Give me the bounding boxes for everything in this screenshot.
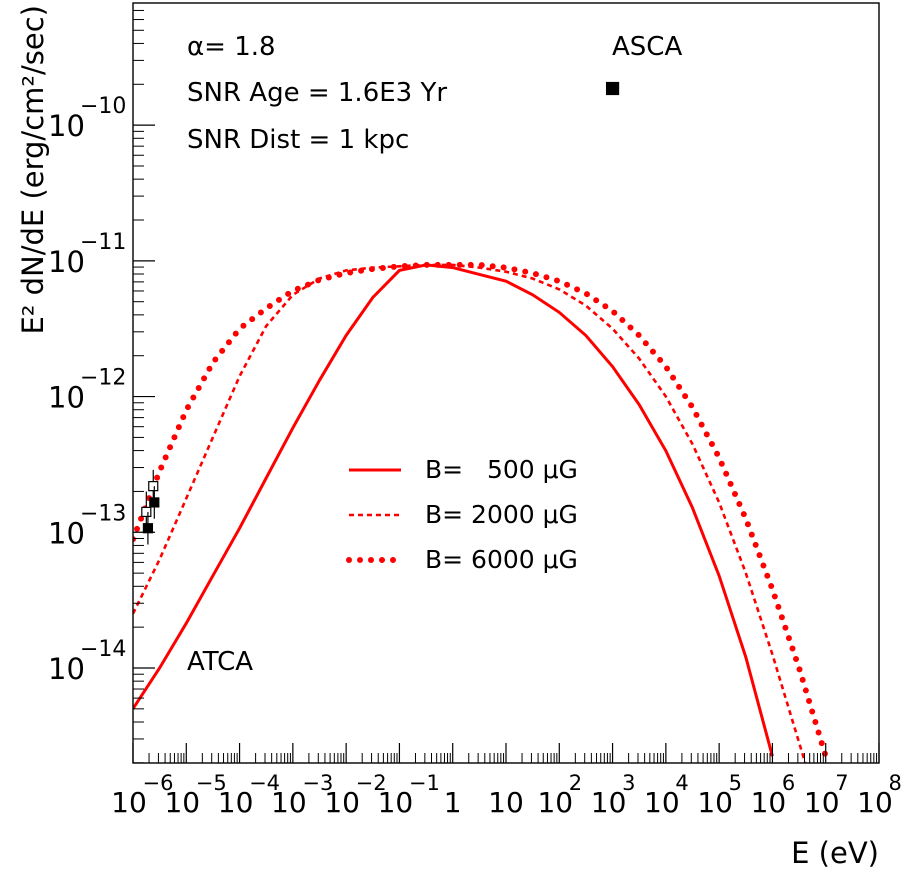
x-tick-label: 10 <box>591 786 627 819</box>
x-tick-label: 10 <box>164 786 200 819</box>
annotation-snr-age: SNR Age = 1.6E3 Yr <box>187 78 447 108</box>
x-tick-label: 10 <box>644 786 680 819</box>
x-tick-label: 10 <box>804 786 840 819</box>
x-tick-exponent: −1 <box>409 771 440 795</box>
y-tick-label: 10 <box>48 516 85 550</box>
annotation-alpha: α= 1.8 <box>187 32 276 62</box>
legend-label-2000: B= 2000 μG <box>425 500 578 529</box>
x-tick-label: 1 <box>444 786 462 819</box>
y-tick-exponent: −13 <box>80 501 126 526</box>
x-tick-exponent: −6 <box>143 771 174 795</box>
series-line-6000 <box>133 261 829 760</box>
x-tick-label: 10 <box>857 786 893 819</box>
x-tick-label: 10 <box>488 786 524 819</box>
y-tick-exponent: −14 <box>80 637 126 662</box>
y-tick-label: 10 <box>48 109 85 143</box>
x-tick-exponent: −5 <box>196 771 227 795</box>
x-tick-label: 10 <box>218 786 254 819</box>
x-tick-exponent: 7 <box>835 771 848 795</box>
x-tick-exponent: 5 <box>729 771 742 795</box>
annotation-asca: ASCA <box>612 32 682 62</box>
legend: B= 500 μG B= 2000 μG B= 6000 μG <box>346 455 578 574</box>
series-line-2000 <box>133 263 807 763</box>
legend-label-500: B= 500 μG <box>425 455 578 484</box>
x-tick-label: 10 <box>697 786 733 819</box>
point-marker <box>142 523 154 534</box>
y-tick-label: 10 <box>48 652 85 686</box>
x-tick-exponent: 2 <box>569 771 582 795</box>
x-tick-exponent: −4 <box>249 771 280 795</box>
point-marker <box>141 506 152 518</box>
y-tick-label: 10 <box>48 381 85 415</box>
y-tick-exponent: −11 <box>80 230 126 255</box>
annotation-atca: ATCA <box>187 647 253 677</box>
x-tick-exponent: −2 <box>356 771 387 795</box>
x-tick-exponent: 3 <box>622 771 635 795</box>
axis-ticks: 10−610−510−410−310−210−11 10 1021031041051… <box>48 9 902 819</box>
x-tick-label: 10 <box>271 786 307 819</box>
y-tick-exponent: −10 <box>80 94 126 119</box>
x-tick-exponent: 4 <box>675 771 688 795</box>
x-tick-exponent: 8 <box>889 771 902 795</box>
point-marker <box>605 81 620 96</box>
x-tick-label: 10 <box>378 786 414 819</box>
atca-filled-point <box>149 486 160 519</box>
x-tick-label: 10 <box>324 786 360 819</box>
series-line-500 <box>133 263 774 757</box>
y-tick-exponent: −12 <box>80 366 126 391</box>
y-tick-label: 10 <box>48 245 85 279</box>
x-tick-exponent: −3 <box>302 771 333 795</box>
x-tick-label: 10 <box>751 786 787 819</box>
data-points-layer <box>141 81 620 545</box>
atca-open-point <box>148 469 159 503</box>
legend-label-6000: B= 6000 μG <box>425 545 578 574</box>
curves-layer <box>133 261 829 763</box>
point-marker <box>148 481 159 492</box>
asca-filled-point <box>605 81 620 96</box>
point-marker <box>149 497 160 508</box>
x-tick-exponent: 6 <box>782 771 795 795</box>
y-axis-label: E² dN/dE (erg/cm²/sec) <box>16 5 50 335</box>
x-tick-label: 10 <box>111 786 147 819</box>
x-tick-label: 10 <box>537 786 573 819</box>
annotation-snr-dist: SNR Dist = 1 kpc <box>187 125 409 155</box>
x-axis-label: E (eV) <box>791 836 879 870</box>
